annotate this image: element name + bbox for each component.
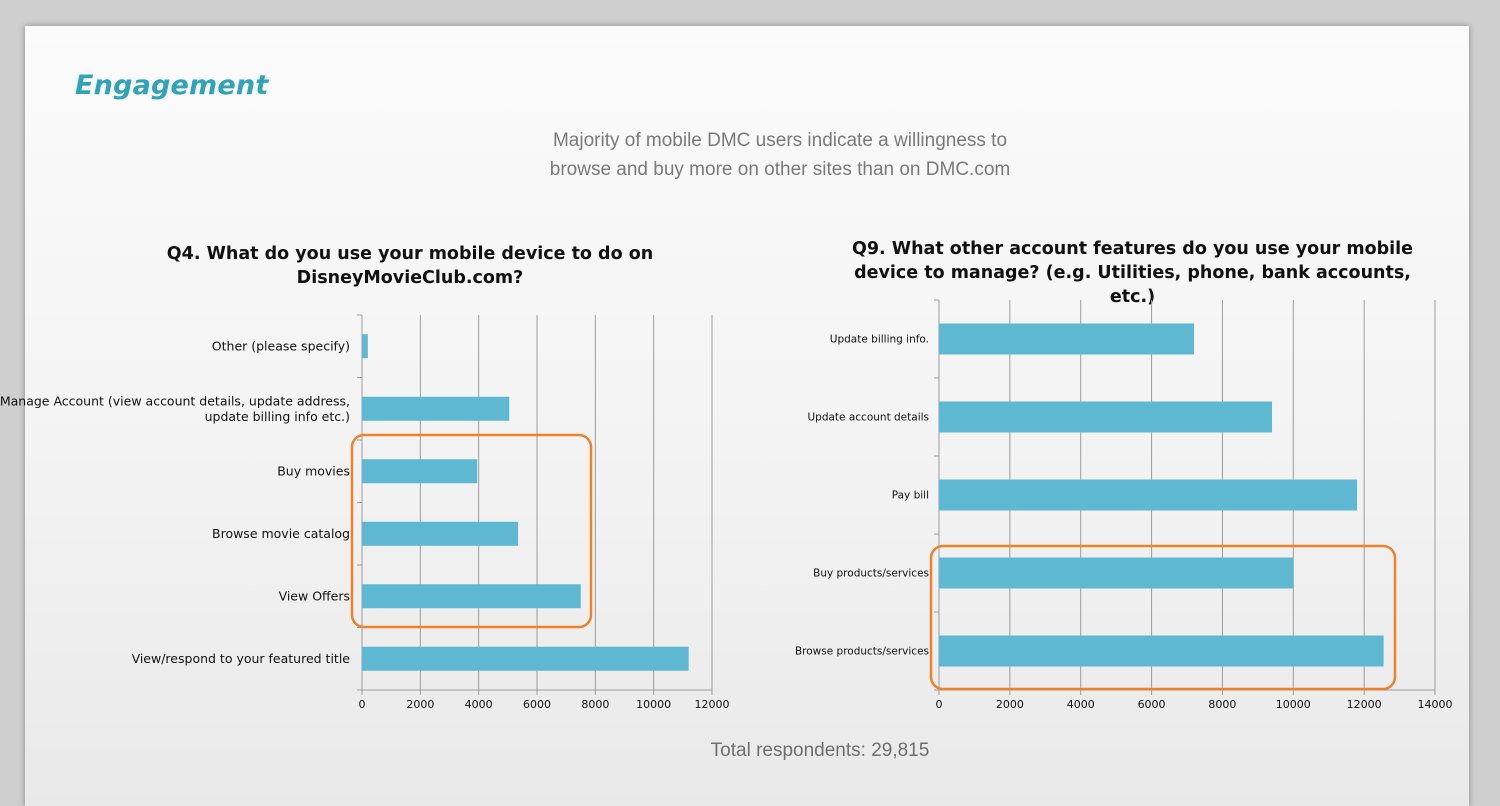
- q4-bar: [362, 396, 510, 421]
- q4-x-tick-label: 8000: [581, 698, 609, 711]
- q9-bar: [939, 401, 1273, 433]
- q9-bar: [939, 323, 1195, 355]
- q4-x-tick-label: 6000: [523, 698, 551, 711]
- q4-bar: [362, 334, 368, 359]
- q9-x-tick-label: 4000: [1067, 698, 1095, 711]
- q9-x-tick-label: 8000: [1208, 698, 1236, 711]
- q4-x-tick-label: 4000: [465, 698, 493, 711]
- q9-bar: [939, 557, 1294, 589]
- q4-category-label: Manage Account (view account details, up…: [0, 393, 350, 408]
- q4-x-tick-label: 12000: [695, 698, 730, 711]
- q9-x-tick-label: 12000: [1347, 698, 1382, 711]
- q9-x-tick-label: 14000: [1418, 698, 1453, 711]
- q4-category-label: Browse movie catalog: [212, 526, 350, 541]
- q4-bar: [362, 646, 689, 671]
- q9-x-tick-label: 2000: [996, 698, 1024, 711]
- q4-bar: [362, 584, 581, 609]
- q9-category-label: Pay bill: [892, 490, 929, 502]
- q9-title-line-1: Q9. What other account features do you u…: [851, 239, 1414, 259]
- q9-highlight-box: [929, 544, 1397, 691]
- q9-category-label: Browse products/services: [795, 646, 929, 658]
- q4-x-tick-label: 10000: [636, 698, 671, 711]
- q4-chart-title: Q4. What do you use your mobile device t…: [150, 242, 670, 290]
- q4-category-label: update billing info etc.): [205, 409, 350, 424]
- q4-category-label: View Offers: [279, 589, 350, 604]
- q9-bar: [939, 635, 1384, 667]
- q4-title-line-2: DisneyMovieClub.com?: [296, 268, 524, 288]
- q4-bar: [362, 521, 519, 546]
- slide-title: Engagement: [75, 70, 269, 101]
- q4-x-tick-label: 2000: [406, 698, 434, 711]
- q9-title-line-2: device to manage? (e.g. Utilities, phone…: [854, 263, 1411, 307]
- q4-bar: [362, 459, 478, 484]
- q9-category-label: Buy products/services: [813, 568, 929, 580]
- q4-category-label: Buy movies: [277, 464, 350, 479]
- slide-subtitle: Majority of mobile DMC users indicate a …: [480, 126, 1080, 184]
- subtitle-line-1: Majority of mobile DMC users indicate a …: [552, 130, 1008, 151]
- q9-x-tick-label: 6000: [1138, 698, 1166, 711]
- subtitle-line-2: browse and buy more on other sites than …: [549, 159, 1011, 180]
- q9-x-tick-label: 0: [936, 698, 943, 711]
- q4-title-line-1: Q4. What do you use your mobile device t…: [166, 244, 654, 264]
- q4-highlight-box: [350, 433, 593, 629]
- q9-chart-title: Q9. What other account features do you u…: [850, 237, 1415, 309]
- q9-category-label: Update account details: [807, 412, 929, 424]
- q9-x-tick-label: 10000: [1276, 698, 1311, 711]
- q9-bar: [939, 479, 1358, 511]
- q9-category-label: Update billing info.: [830, 334, 929, 346]
- q4-category-label: View/respond to your featured title: [132, 651, 351, 666]
- q4-x-tick-label: 0: [359, 698, 366, 711]
- q4-category-label: Other (please specify): [212, 339, 350, 354]
- total-respondents: Total respondents: 29,815: [710, 740, 930, 761]
